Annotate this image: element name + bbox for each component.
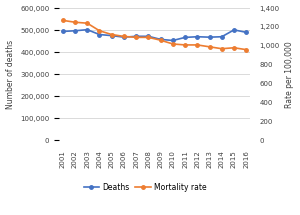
Deaths	[110, 34, 113, 37]
Y-axis label: Rate per 100,000: Rate per 100,000	[285, 41, 294, 108]
Deaths	[232, 29, 236, 31]
Mortality rate	[244, 48, 248, 51]
Deaths	[159, 38, 162, 41]
Mortality rate	[159, 39, 162, 41]
Deaths	[147, 35, 150, 38]
Deaths	[122, 36, 126, 38]
Mortality rate	[183, 44, 187, 46]
Mortality rate	[171, 43, 175, 45]
Deaths	[208, 36, 211, 38]
Deaths	[98, 33, 101, 36]
Deaths	[171, 39, 175, 42]
Mortality rate	[98, 29, 101, 32]
Mortality rate	[85, 22, 89, 25]
Line: Mortality rate: Mortality rate	[61, 19, 248, 51]
Deaths	[134, 35, 138, 38]
Mortality rate	[220, 48, 224, 50]
Line: Deaths: Deaths	[61, 28, 248, 42]
Mortality rate	[134, 36, 138, 39]
Mortality rate	[196, 44, 199, 46]
Mortality rate	[122, 35, 126, 38]
Deaths	[244, 31, 248, 34]
Deaths	[85, 28, 89, 31]
Mortality rate	[61, 19, 64, 22]
Y-axis label: Number of deaths: Number of deaths	[6, 40, 15, 109]
Deaths	[61, 30, 64, 33]
Deaths	[196, 35, 199, 38]
Mortality rate	[208, 46, 211, 48]
Deaths	[220, 35, 224, 38]
Mortality rate	[110, 33, 113, 36]
Deaths	[73, 29, 77, 32]
Mortality rate	[147, 36, 150, 39]
Legend: Deaths, Mortality rate: Deaths, Mortality rate	[81, 180, 209, 195]
Mortality rate	[73, 21, 77, 23]
Mortality rate	[232, 46, 236, 49]
Deaths	[183, 36, 187, 39]
